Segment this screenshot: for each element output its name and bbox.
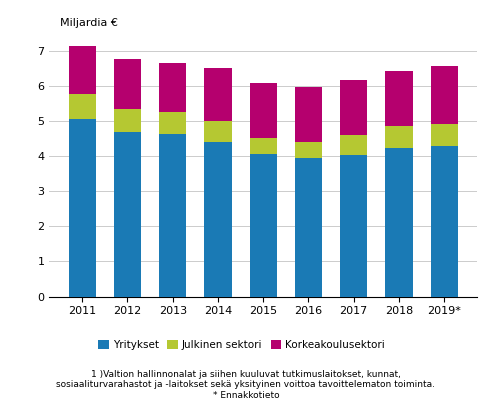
Bar bbox=[340, 154, 368, 297]
Bar bbox=[249, 83, 277, 138]
Bar bbox=[159, 112, 186, 134]
Bar bbox=[249, 154, 277, 297]
Bar bbox=[159, 134, 186, 297]
Bar bbox=[430, 146, 458, 297]
Bar bbox=[159, 63, 186, 112]
Bar bbox=[69, 119, 96, 297]
Bar bbox=[114, 132, 141, 297]
Bar bbox=[114, 59, 141, 109]
Text: 1 )Valtion hallinnonalat ja siihen kuuluvat tutkimuslaitokset, kunnat,: 1 )Valtion hallinnonalat ja siihen kuulu… bbox=[91, 370, 401, 379]
Bar bbox=[204, 68, 232, 121]
Bar bbox=[69, 46, 96, 94]
Bar bbox=[385, 126, 412, 148]
Bar bbox=[430, 124, 458, 146]
Bar bbox=[340, 80, 368, 135]
Bar bbox=[385, 71, 412, 126]
Legend: Yritykset, Julkinen sektori, Korkeakoulusektori: Yritykset, Julkinen sektori, Korkeakoulu… bbox=[94, 336, 389, 354]
Bar bbox=[249, 138, 277, 154]
Bar bbox=[295, 159, 322, 297]
Bar bbox=[114, 109, 141, 132]
Bar bbox=[385, 148, 412, 297]
Bar bbox=[295, 87, 322, 142]
Text: sosiaaliturvarahastot ja -laitokset sekä yksityinen voittoa tavoittelematon toim: sosiaaliturvarahastot ja -laitokset sekä… bbox=[57, 380, 435, 389]
Bar bbox=[295, 142, 322, 159]
Bar bbox=[430, 66, 458, 124]
Text: Miljardia €: Miljardia € bbox=[60, 18, 118, 28]
Bar bbox=[204, 121, 232, 142]
Bar bbox=[340, 135, 368, 154]
Bar bbox=[69, 94, 96, 119]
Text: * Ennakkotieto: * Ennakkotieto bbox=[213, 391, 279, 400]
Bar bbox=[204, 142, 232, 297]
